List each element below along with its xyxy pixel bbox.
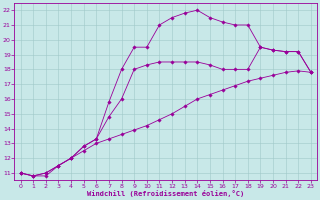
X-axis label: Windchill (Refroidissement éolien,°C): Windchill (Refroidissement éolien,°C) bbox=[87, 190, 244, 197]
